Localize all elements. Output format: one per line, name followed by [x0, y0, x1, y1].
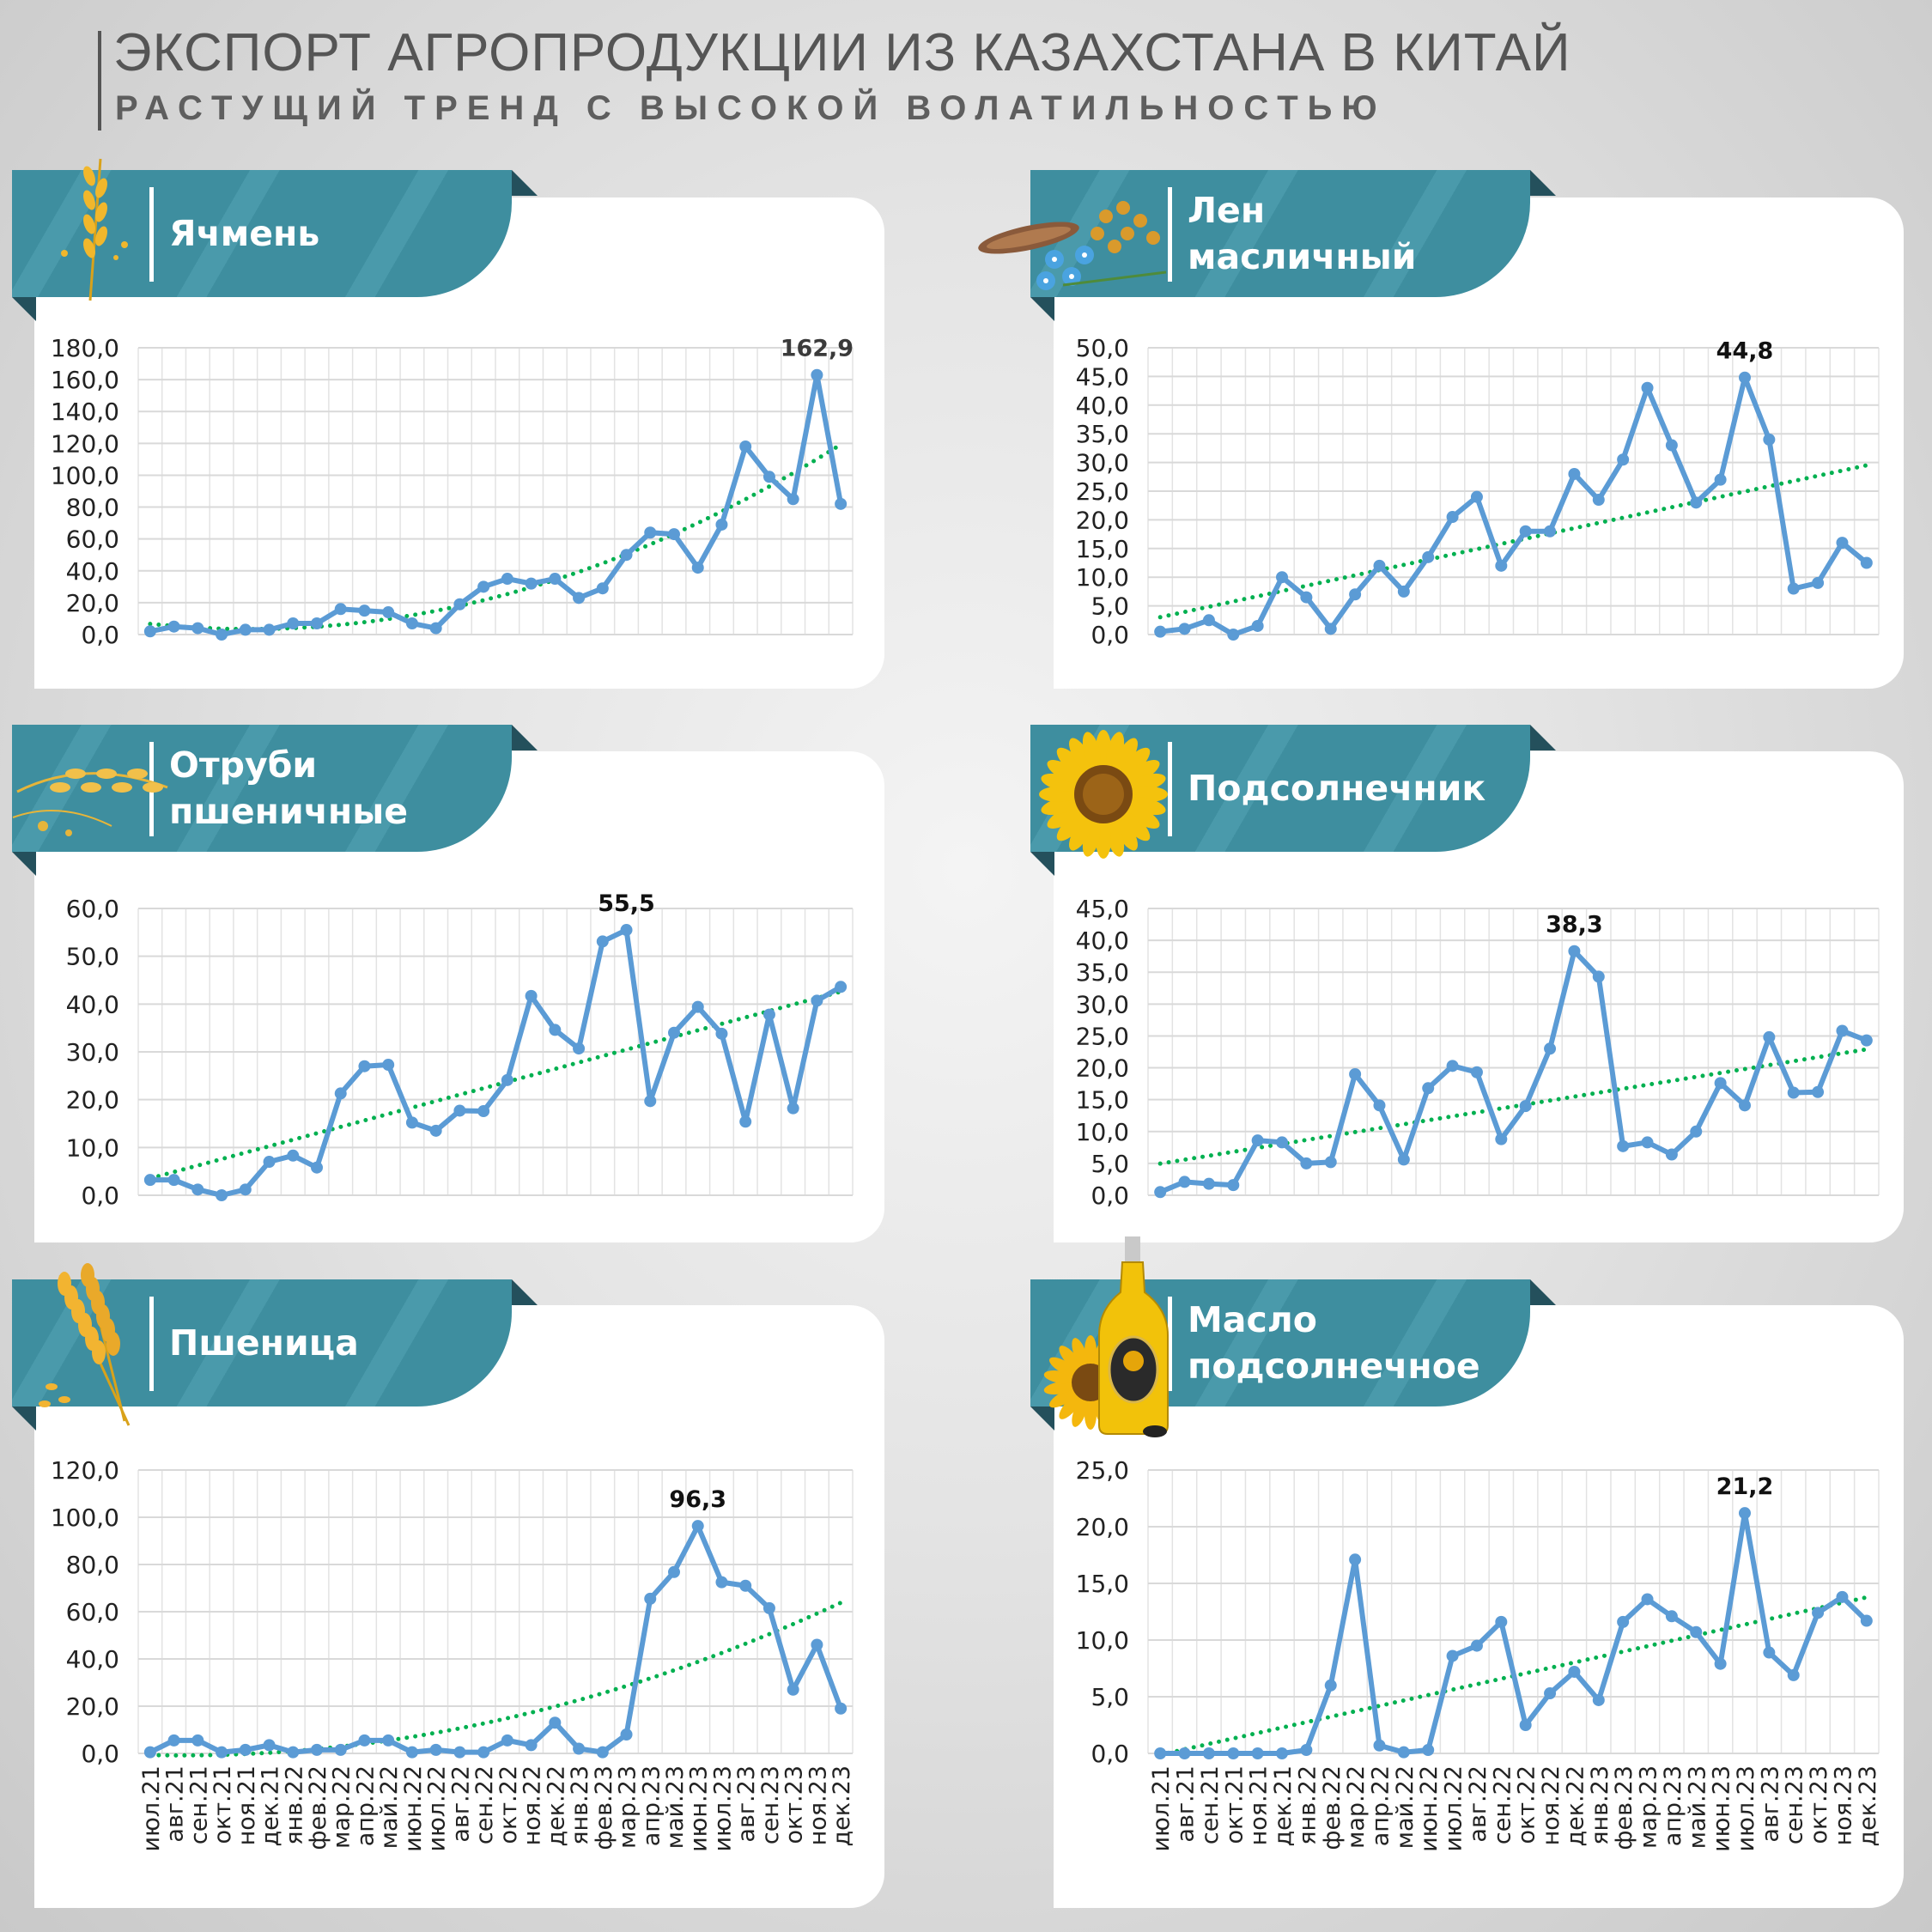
tab-fold	[512, 725, 538, 750]
tab-fold	[1030, 852, 1054, 876]
tab-separator	[1168, 187, 1172, 282]
wheat-icon	[26, 1258, 146, 1433]
card-title: Пшеница	[169, 1322, 359, 1364]
card-title: Масло подсолнечное	[1188, 1299, 1480, 1387]
tab-fold	[12, 297, 36, 321]
card-title: Лен масличный	[1188, 190, 1417, 277]
page-subtitle: РАСТУЩИЙ ТРЕНД С ВЫСОКОЙ ВОЛАТИЛЬНОСТЬЮ	[115, 89, 1387, 127]
wheat-bran-icon	[9, 740, 172, 847]
tab-separator	[1168, 742, 1172, 836]
page-title: ЭКСПОРТ АГРОПРОДУКЦИИ ИЗ КАЗАХСТАНА В КИ…	[113, 23, 1571, 82]
tab-fold	[1530, 170, 1556, 196]
card-title: Подсолнечник	[1188, 768, 1486, 809]
tab-separator	[149, 1297, 154, 1391]
tab-fold	[12, 852, 36, 876]
flax-icon	[977, 191, 1175, 306]
title-accent-bar	[98, 31, 101, 131]
tab-separator	[1168, 1297, 1172, 1391]
barley-icon	[47, 150, 142, 308]
tab-fold	[1030, 297, 1054, 321]
sunflower-oil-icon	[1043, 1232, 1189, 1442]
tab-fold	[1030, 1406, 1054, 1431]
tab-fold	[1530, 1279, 1556, 1305]
sunflower-icon	[1039, 730, 1168, 862]
tab-fold	[1530, 725, 1556, 750]
tab-separator	[149, 187, 154, 282]
card-header-tab	[1030, 170, 1530, 297]
tab-fold	[512, 170, 538, 196]
card-title: Отруби пшеничные	[169, 744, 409, 832]
tab-fold	[12, 1406, 36, 1431]
tab-fold	[512, 1279, 538, 1305]
card-title: Ячмень	[169, 213, 320, 254]
